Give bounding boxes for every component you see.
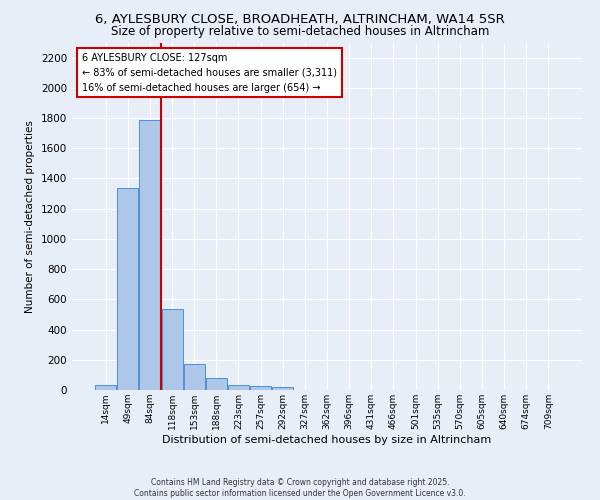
- Bar: [228, 384, 249, 390]
- Bar: [184, 364, 205, 390]
- Text: 6 AYLESBURY CLOSE: 127sqm
← 83% of semi-detached houses are smaller (3,311)
16% : 6 AYLESBURY CLOSE: 127sqm ← 83% of semi-…: [82, 53, 337, 92]
- Bar: [139, 120, 160, 390]
- Bar: [250, 386, 271, 390]
- Bar: [95, 386, 116, 390]
- Text: Contains HM Land Registry data © Crown copyright and database right 2025.
Contai: Contains HM Land Registry data © Crown c…: [134, 478, 466, 498]
- Y-axis label: Number of semi-detached properties: Number of semi-detached properties: [25, 120, 35, 312]
- Bar: [206, 378, 227, 390]
- Bar: [161, 309, 182, 390]
- Text: 6, AYLESBURY CLOSE, BROADHEATH, ALTRINCHAM, WA14 5SR: 6, AYLESBURY CLOSE, BROADHEATH, ALTRINCH…: [95, 12, 505, 26]
- Bar: [272, 386, 293, 390]
- Bar: [118, 188, 139, 390]
- Text: Size of property relative to semi-detached houses in Altrincham: Size of property relative to semi-detach…: [111, 25, 489, 38]
- X-axis label: Distribution of semi-detached houses by size in Altrincham: Distribution of semi-detached houses by …: [163, 434, 491, 444]
